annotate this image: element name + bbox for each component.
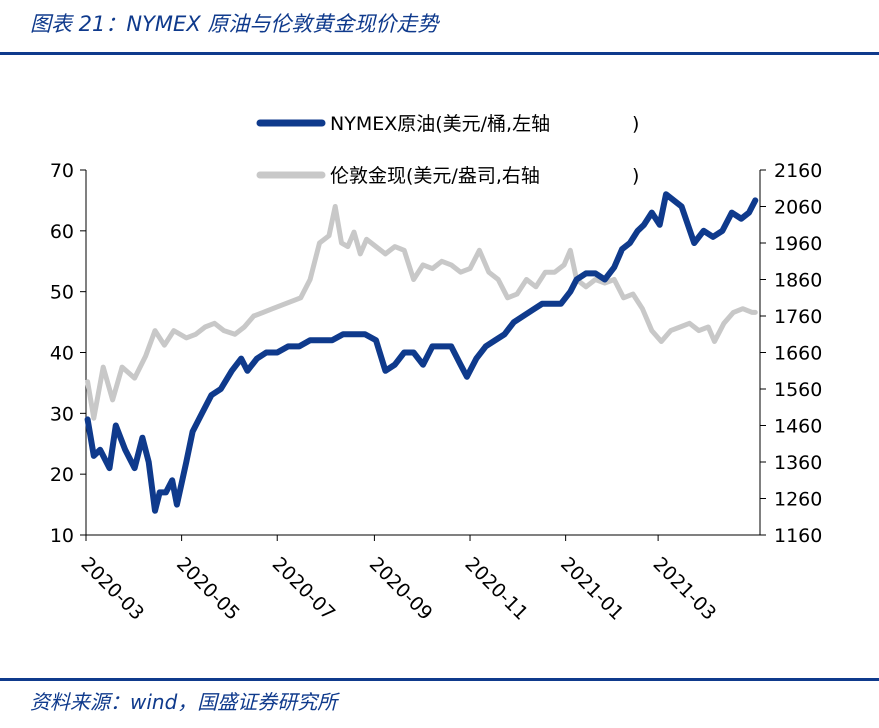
right-axis-tick-label: 1960: [774, 233, 822, 255]
x-axis-tick-label: 2020-03: [76, 553, 148, 625]
figure-title: 图表 21：NYMEX 原油与伦敦黄金现价走势: [30, 12, 439, 36]
right-axis-tick-label: 1260: [774, 489, 822, 511]
left-axis-tick-label: 60: [50, 221, 74, 243]
right-axis-tick-label: 1560: [774, 379, 822, 401]
left-axis-tick-label: 50: [50, 282, 74, 304]
title-rule: [0, 52, 879, 55]
x-axis-tick-label: 2021-01: [556, 553, 628, 625]
crude-oil-line: [84, 191, 759, 514]
legend-label-gold-close: ): [632, 165, 639, 187]
right-axis-tick-label: 1160: [774, 525, 822, 547]
x-axis-tick-label: 2020-09: [365, 553, 437, 625]
legend-label-crude-close: ): [632, 113, 639, 135]
legend: NYMEX原油(美元/桶,左轴 ) 伦敦金现(美元/盎司,右轴 ): [256, 113, 639, 187]
x-axis-tick-label: 2020-11: [460, 553, 532, 625]
legend-label-gold: 伦敦金现(美元/盎司,右轴: [330, 165, 540, 187]
x-axis-tick-label: 2020-07: [268, 553, 340, 625]
right-axis-tick-label: 1460: [774, 416, 822, 438]
left-axis-tick-label: 40: [50, 343, 74, 365]
right-axis-tick-label: 2160: [774, 160, 822, 182]
series-lines-group: [84, 191, 759, 514]
gold-price-line: [85, 204, 758, 421]
footer-rule: [0, 678, 879, 681]
x-axis-tick-label: 2020-05: [172, 553, 244, 625]
right-axis-tick-label: 1860: [774, 270, 822, 292]
left-axis-tick-label: 10: [50, 525, 74, 547]
right-axis-tick-label: 1360: [774, 452, 822, 474]
right-axis-tick-label: 1660: [774, 343, 822, 365]
legend-label-crude: NYMEX原油(美元/桶,左轴: [330, 113, 550, 135]
right-axis-tick-label: 2060: [774, 197, 822, 219]
left-axis-tick-label: 20: [50, 464, 74, 486]
x-axis-tick-label: 2021-03: [649, 553, 721, 625]
right-axis-tick-label: 1760: [774, 306, 822, 328]
source-note: 资料来源：wind，国盛证券研究所: [30, 690, 338, 714]
left-axis-tick-label: 70: [50, 160, 74, 182]
left-axis-tick-label: 30: [50, 403, 74, 425]
